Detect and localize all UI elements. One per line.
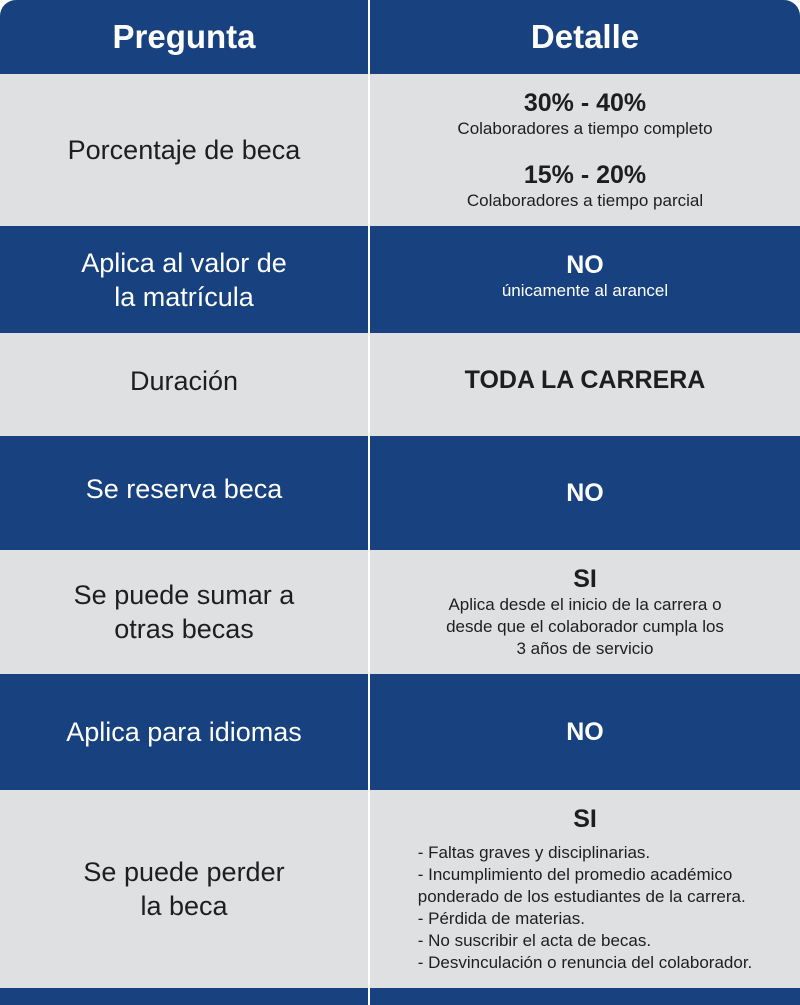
row-duracion: Duración TODA LA CARRERA	[0, 333, 800, 436]
question-cell: Se puede perder la beca	[0, 790, 368, 988]
column-divider	[368, 0, 370, 1005]
detail-cell: TODA LA CARRERA	[370, 333, 800, 436]
detail-title: NO	[566, 718, 604, 746]
detail-cell: SI Aplica desde el inicio de la carrera …	[370, 550, 800, 674]
detail-title: SI	[573, 805, 597, 833]
question-text: Duración	[129, 365, 239, 396]
detail-title: NO	[566, 479, 604, 507]
row-porcentaje-beca: Porcentaje de beca 30% - 40% Colaborador…	[0, 74, 800, 226]
detail-cell: SI - Faltas graves y disciplinarias. - I…	[370, 790, 800, 988]
list-item: - Incumplimiento del promedio académico	[417, 865, 733, 884]
detail-line: desde que el colaborador cumpla los	[446, 617, 724, 636]
detail-text: Colaboradores a tiempo parcial	[466, 191, 704, 210]
header-pregunta: Pregunta	[112, 18, 256, 55]
loss-conditions-list: - Faltas graves y disciplinarias. - Incu…	[418, 842, 753, 974]
question-line: la matrícula	[114, 281, 254, 312]
detail-title: 30% - 40%	[523, 89, 647, 117]
row-valor-matricula: Aplica al valor de la matrícula NO única…	[0, 226, 800, 333]
detail-cell: 30% - 40% Colaboradores a tiempo complet…	[370, 74, 800, 226]
question-cell: Aplica al valor de la matrícula	[0, 226, 368, 333]
question-cell: Se puede sumar a otras becas	[0, 550, 368, 674]
question-line: Aplica al valor de	[81, 247, 287, 278]
detail-text: únicamente al arancel	[501, 281, 669, 300]
list-item: - No suscribir el acta de becas.	[417, 931, 652, 950]
question-cell: Duración	[0, 333, 368, 436]
question-cell: Se reserva beca	[0, 436, 368, 550]
question-text: Se reserva beca	[85, 474, 283, 504]
detail-title: NO	[566, 251, 604, 279]
detail-title: SI	[573, 565, 597, 593]
detail-cell: NO únicamente al arancel	[370, 226, 800, 333]
detail-cell: NO	[370, 436, 800, 550]
question-text: Porcentaje de beca	[67, 135, 301, 165]
header-detalle: Detalle	[530, 18, 640, 55]
list-item: - Desvinculación o renuncia del colabora…	[417, 953, 753, 972]
list-item: - Pérdida de materias.	[417, 909, 585, 928]
question-line: Se puede perder	[83, 857, 285, 887]
question-cell: Porcentaje de beca	[0, 74, 368, 226]
question-line: Se puede sumar a	[73, 580, 295, 610]
question-line: otras becas	[114, 614, 254, 644]
question-line: la beca	[140, 891, 228, 921]
list-item: ponderado de los estudiantes de la carre…	[417, 887, 746, 906]
detail-text: Colaboradores a tiempo completo	[457, 119, 713, 138]
row-perder-beca: Se puede perder la beca SI - Faltas grav…	[0, 790, 800, 988]
row-idiomas: Aplica para idiomas NO	[0, 674, 800, 790]
question-cell: Aplica para idiomas	[0, 674, 368, 790]
detail-title: 15% - 20%	[523, 161, 647, 189]
detail-line: Aplica desde el inicio de la carrera o	[448, 595, 722, 614]
detail-title: TODA LA CARRERA	[464, 365, 706, 394]
detail-line: 3 años de servicio	[516, 639, 654, 658]
question-text: Aplica para idiomas	[66, 717, 302, 747]
detail-cell: NO	[370, 674, 800, 790]
list-item: - Faltas graves y disciplinarias.	[417, 843, 651, 862]
row-sumar-becas: Se puede sumar a otras becas SI Aplica d…	[0, 550, 800, 674]
row-reserva-beca: Se reserva beca NO	[0, 436, 800, 550]
